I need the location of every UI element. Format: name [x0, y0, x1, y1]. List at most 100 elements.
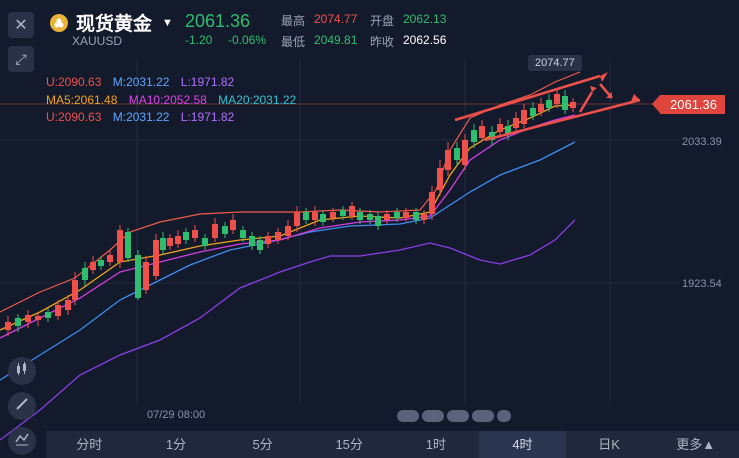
- close-icon: ✕: [14, 17, 28, 34]
- candle-body: [25, 315, 31, 322]
- boll-upper: U:2090.63: [46, 75, 102, 89]
- boll-lower-2: L:1971.82: [180, 110, 235, 124]
- candle-body: [275, 232, 281, 240]
- ma5-value: MA5:2061.48: [46, 93, 118, 107]
- chart-type-button[interactable]: [8, 427, 36, 455]
- tab-intraday[interactable]: 分时: [76, 437, 103, 452]
- candle-body: [35, 316, 41, 320]
- candle-body: [5, 322, 11, 330]
- ma-legend: MA5:2061.48 MA10:2052.58 MA20:2031.22: [46, 93, 296, 107]
- candle-body: [384, 214, 390, 220]
- expand-icon: ⤢: [15, 50, 27, 67]
- candle-body: [330, 212, 336, 218]
- line-chart-icon: [15, 432, 29, 451]
- arrow-head: [600, 72, 608, 82]
- boll-lower-line: [0, 219, 576, 441]
- instrument-title: 现货黄金: [76, 14, 153, 35]
- arrow-head: [590, 86, 597, 92]
- candle-body: [375, 216, 381, 226]
- candles: [5, 88, 576, 336]
- quote-value-low: 2049.81: [314, 33, 358, 47]
- close-button[interactable]: ✕: [8, 12, 34, 38]
- candle-body: [403, 212, 409, 218]
- candle-body: [192, 230, 198, 238]
- candle-body: [153, 240, 159, 276]
- candle-body: [462, 140, 468, 165]
- candle-body: [349, 206, 355, 216]
- candle-body: [394, 212, 400, 218]
- boll-legend-bottom: U:2090.63 M:2031.22 L:1971.82: [46, 110, 234, 124]
- tab-daily[interactable]: 日K: [598, 437, 620, 452]
- indicator-tool-button[interactable]: [8, 357, 36, 385]
- chart-grid: [0, 60, 680, 405]
- instrument-selector[interactable]: 现货黄金 ▼: [50, 9, 173, 36]
- y-axis-label: 2033.39: [682, 136, 722, 148]
- candle-body: [45, 312, 51, 318]
- quote-label-low: 最低: [281, 35, 306, 49]
- candle-body: [117, 230, 123, 262]
- candle-body: [538, 104, 544, 112]
- candle-body: [497, 124, 503, 132]
- candle-body: [413, 212, 419, 220]
- candle-body: [471, 130, 477, 142]
- candle-body: [285, 226, 291, 236]
- candle-body: [521, 110, 527, 124]
- candle-body: [222, 226, 228, 234]
- candle-body: [546, 100, 552, 108]
- price-change-pct: -0.06%: [228, 33, 267, 47]
- last-price: 2061.36: [185, 11, 251, 31]
- candle-body: [320, 214, 326, 222]
- tab-1h[interactable]: 1时: [425, 437, 446, 452]
- candle-body: [454, 148, 460, 160]
- instrument-symbol: XAUUSD: [72, 34, 123, 48]
- x-axis-label: 07/29 08:00: [147, 409, 206, 421]
- candle-body: [257, 240, 263, 250]
- candle-body: [82, 268, 88, 280]
- candle-body: [421, 214, 427, 220]
- candle-body: [505, 126, 511, 134]
- candle-body: [135, 255, 141, 298]
- candle-body: [429, 192, 435, 214]
- candle-body: [55, 305, 61, 316]
- candle-body: [357, 212, 363, 220]
- candle-body: [230, 220, 236, 230]
- candle-body: [249, 236, 255, 246]
- boll-mid-2: M:2031.22: [112, 110, 170, 124]
- current-price-tag: 2061.36: [652, 95, 725, 114]
- candle-body: [437, 168, 443, 190]
- pencil-icon: [15, 397, 29, 416]
- boll-legend-top: U:2090.63 M:2031.22 L:1971.82: [46, 75, 234, 89]
- candle-body: [570, 102, 576, 108]
- draw-tool-button[interactable]: [8, 392, 36, 420]
- tab-1m[interactable]: 1分: [165, 437, 187, 452]
- candle-body: [240, 230, 246, 238]
- quote-label-prev-close: 昨收: [370, 35, 395, 49]
- arrow-head: [630, 94, 640, 104]
- arrow-head: [606, 92, 612, 98]
- candle-body: [367, 214, 373, 220]
- candle-body: [265, 236, 271, 244]
- tab-15m[interactable]: 15分: [335, 437, 363, 452]
- candle-body: [303, 212, 309, 220]
- tab-4h[interactable]: 4时: [479, 431, 566, 458]
- candle-body: [479, 126, 485, 138]
- boll-upper-2: U:2090.63: [46, 110, 102, 124]
- candle-body: [489, 132, 495, 140]
- caret-down-icon: ▼: [162, 16, 173, 29]
- tab-5m[interactable]: 5分: [252, 437, 273, 452]
- high-price-tag: 2074.77: [528, 55, 582, 71]
- candle-body: [513, 118, 519, 128]
- boll-mid: M:2031.22: [112, 75, 170, 89]
- ma20-line: [0, 141, 576, 381]
- boll-lower: L:1971.82: [180, 75, 235, 89]
- trend-line-upper: [454, 74, 601, 122]
- tab-more[interactable]: 更多▲: [676, 437, 716, 452]
- expand-button[interactable]: ⤢: [8, 46, 34, 72]
- candle-body: [183, 232, 189, 240]
- candle-body: [445, 150, 451, 170]
- candle-body: [212, 224, 218, 238]
- candle-body: [15, 318, 21, 326]
- candle-body: [143, 262, 149, 290]
- candle-body: [340, 210, 346, 216]
